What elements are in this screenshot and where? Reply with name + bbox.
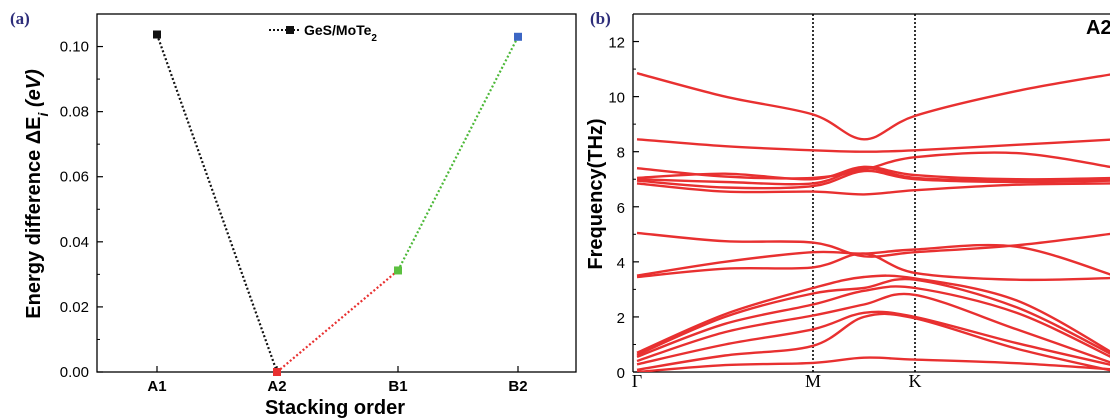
phonon-band-16 — [636, 138, 1110, 153]
panel-a-label: (a) — [10, 9, 30, 28]
y-axis-title: Energy difference ΔEi (eV) — [23, 69, 51, 319]
phonon-band-6 — [636, 277, 1110, 357]
y-tick-label: 0.08 — [60, 104, 89, 121]
panel-a: (a) 0.00 0.02 0.04 0.06 0.08 0.10 A1 A2 B1 B2 Ge… — [10, 9, 577, 418]
panel-b-y-axis-title: Frequency(THz) — [585, 118, 607, 269]
y-tick-label: 4 — [617, 255, 625, 272]
phonon-band-14 — [636, 165, 1110, 181]
phonon-band-3 — [636, 310, 1110, 366]
x-tick-label: A2 — [267, 378, 286, 395]
legend-marker — [286, 26, 294, 34]
panel-b: (b) 0 2 4 6 8 10 12 Γ M K A2 Frequency(THz) — [585, 9, 1110, 391]
y-tick-label: 8 — [617, 145, 625, 162]
data-point-a1 — [153, 30, 161, 39]
panel-a-y-ticks: 0.00 0.02 0.04 0.06 0.08 0.10 — [60, 39, 103, 381]
legend-label: GeS/MoTe2 — [304, 22, 377, 44]
y-tick-label: 2 — [617, 310, 625, 327]
phonon-band-13 — [636, 166, 1110, 186]
panel-b-bands — [636, 72, 1110, 372]
x-tick-label: B1 — [388, 378, 407, 395]
phonon-band-12 — [636, 169, 1110, 190]
phonon-band-10 — [636, 231, 1110, 258]
kpoint-label: M — [805, 371, 821, 391]
panel-b-label: (b) — [590, 9, 611, 28]
x-axis-title: Stacking order — [265, 397, 405, 418]
phonon-band-2 — [636, 312, 1110, 372]
y-tick-label: 12 — [608, 35, 625, 52]
data-point-a2 — [273, 368, 281, 376]
x-tick-label: B2 — [508, 378, 527, 395]
data-point-b2 — [514, 32, 522, 41]
series-segment — [276, 269, 399, 373]
y-tick-label: 0 — [617, 365, 625, 382]
phonon-band-5 — [636, 285, 1110, 359]
panel-a-frame — [96, 13, 577, 373]
phonon-band-1 — [636, 356, 1110, 372]
y-tick-label: 6 — [617, 200, 625, 217]
phonon-band-7 — [636, 274, 1110, 354]
series-segment — [397, 36, 519, 271]
phonon-band-15 — [636, 151, 1110, 180]
y-tick-label: 0.04 — [60, 234, 89, 251]
kpoint-label: Γ — [632, 371, 642, 391]
kpoint-label: K — [909, 371, 922, 391]
y-tick-label: 0.02 — [60, 299, 89, 316]
phonon-band-9 — [636, 243, 1110, 277]
y-tick-label: 0.00 — [60, 364, 89, 381]
y-tick-label: 10 — [608, 90, 625, 107]
panel-a-series — [153, 30, 522, 376]
data-point-b1 — [394, 266, 402, 275]
phonon-band-4 — [636, 292, 1110, 364]
phonon-band-11 — [636, 182, 1110, 196]
y-tick-label: 0.10 — [60, 39, 89, 56]
y-tick-label: 0.06 — [60, 169, 89, 186]
legend: GeS/MoTe2 — [269, 22, 377, 44]
panel-b-title: A2 — [1086, 17, 1110, 39]
x-tick-label: A1 — [147, 378, 166, 395]
panel-b-y-ticks: 0 2 4 6 8 10 12 — [608, 35, 639, 382]
phonon-band-17 — [636, 72, 1110, 141]
panel-a-x-ticks: A1 A2 B1 B2 — [147, 366, 528, 395]
series-segment — [155, 34, 279, 373]
